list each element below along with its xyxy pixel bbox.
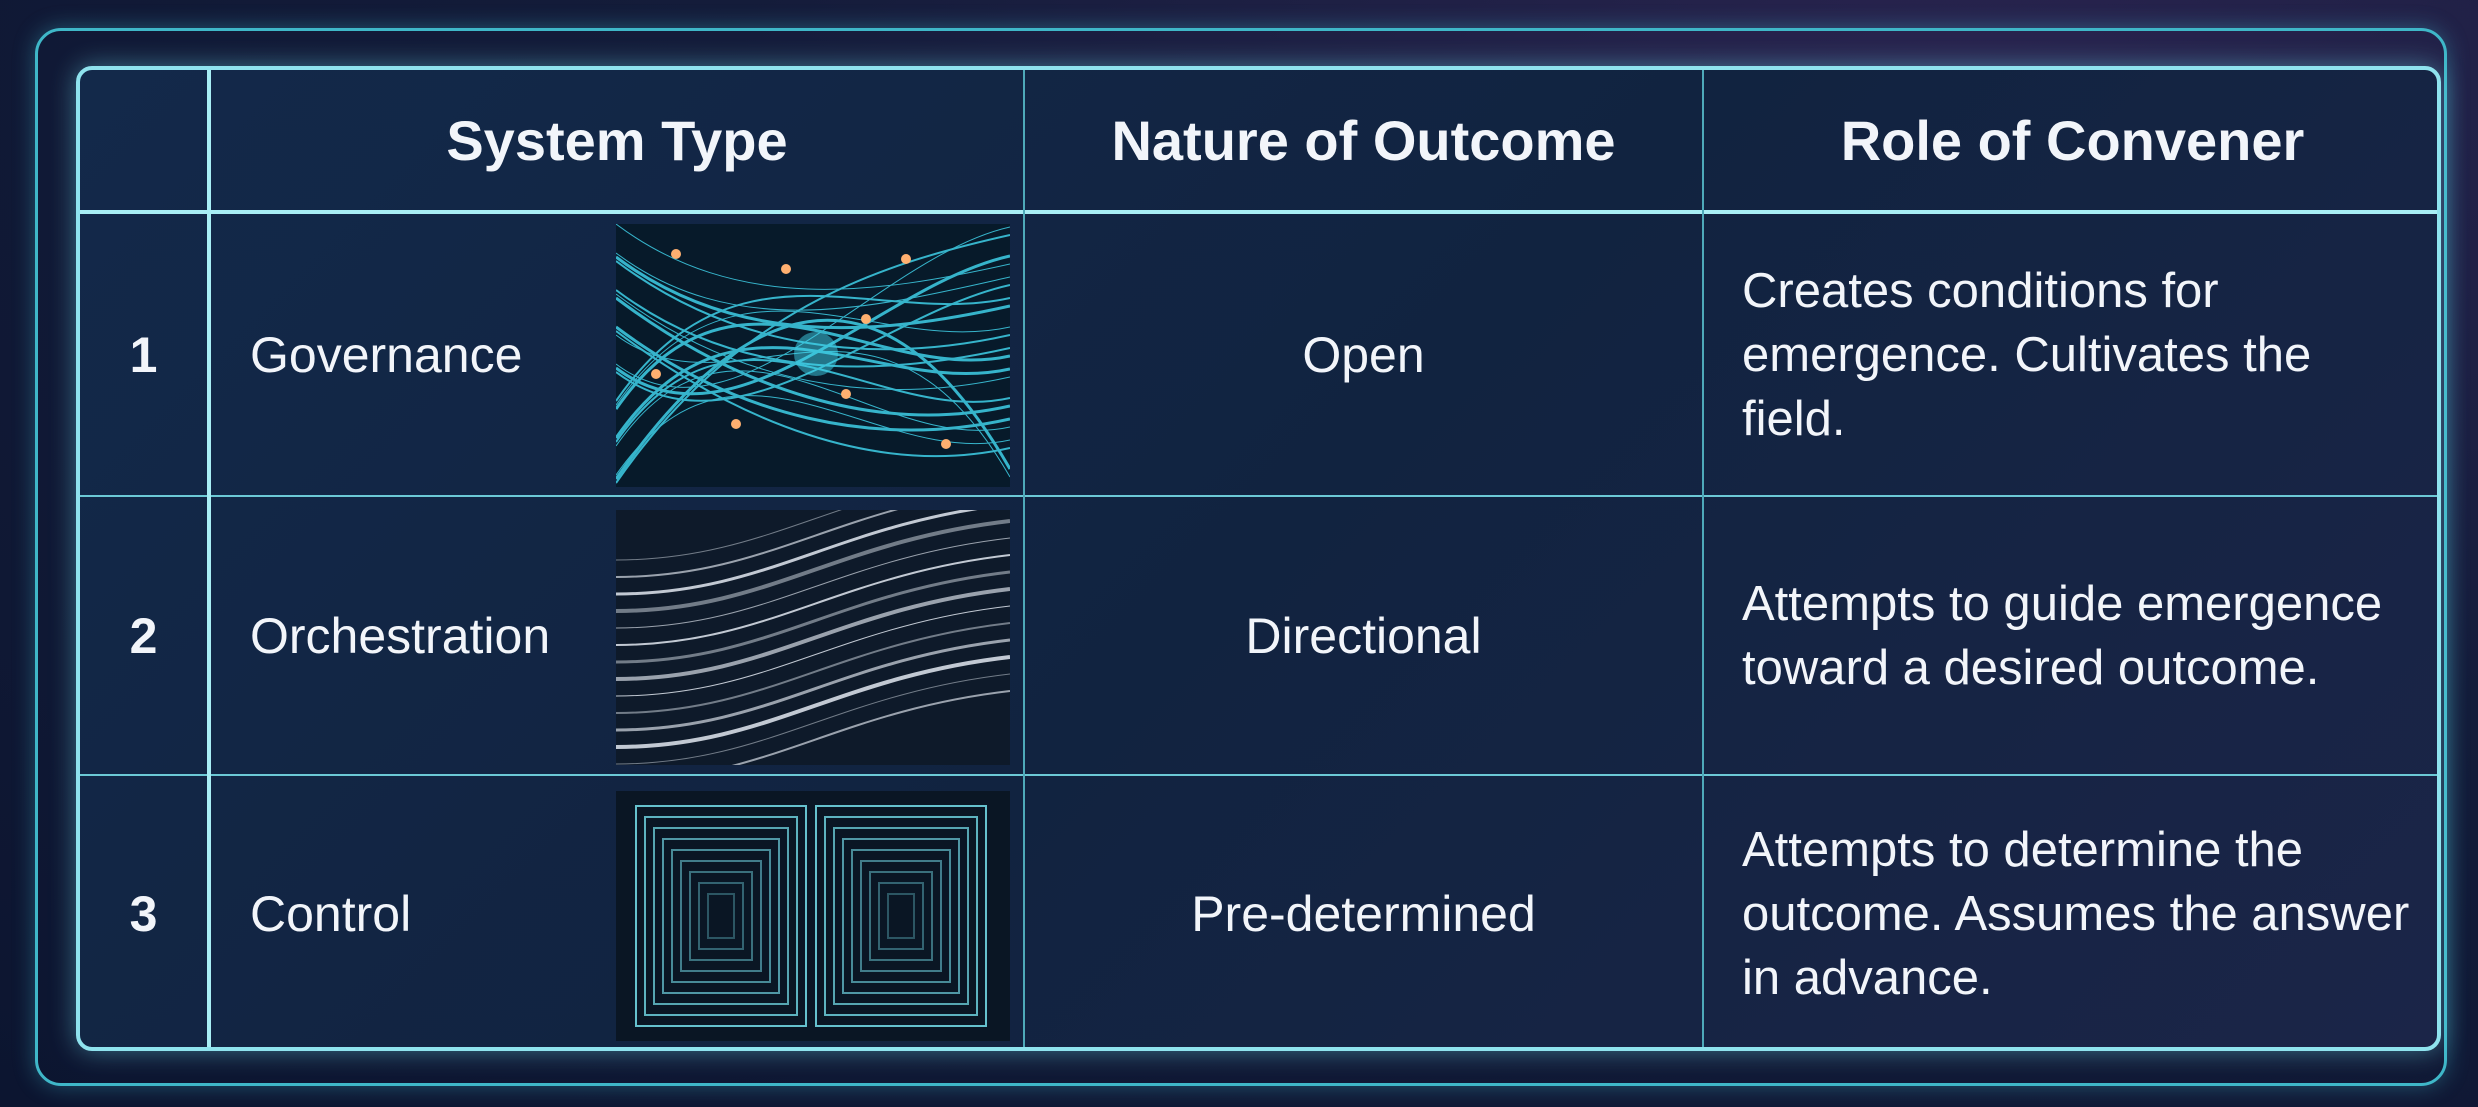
decor — [616, 296, 1010, 417]
grid-pattern-image — [616, 791, 1010, 1041]
decor — [616, 673, 1010, 765]
decor — [616, 537, 1010, 629]
decor — [616, 318, 1010, 480]
outer-frame — [35, 28, 2447, 1086]
decor — [616, 325, 1010, 432]
header-cell: Role of Convener — [1840, 108, 2305, 172]
nature-of-outcome: Pre-determined — [1191, 885, 1536, 942]
nature-of-outcome: Open — [1302, 326, 1425, 383]
decor — [616, 622, 1010, 714]
header-cell: Nature of Outcome — [1111, 108, 1616, 172]
row-number: 3 — [129, 885, 158, 942]
decor — [616, 655, 1010, 749]
decor — [794, 332, 838, 376]
decor — [878, 882, 924, 950]
role-of-convener: Attempts to guide emergence toward a des… — [1742, 576, 2383, 695]
decor — [707, 893, 735, 939]
decor — [815, 805, 987, 1027]
decor — [698, 882, 744, 950]
decor — [861, 314, 871, 324]
decor — [869, 871, 933, 961]
decor — [616, 395, 1010, 476]
column-rule — [1702, 70, 1704, 1047]
decor — [616, 554, 1010, 646]
decor — [851, 849, 951, 983]
row-rule — [80, 774, 2437, 776]
decor — [680, 860, 762, 972]
decor — [731, 690, 1010, 765]
decor — [616, 638, 1010, 732]
decor — [841, 389, 851, 399]
decor — [731, 419, 741, 429]
system-type: Governance — [250, 326, 523, 383]
decor — [651, 369, 661, 379]
row-rule — [80, 495, 2437, 497]
decor — [662, 838, 780, 994]
decor — [616, 570, 1010, 664]
decor — [887, 893, 915, 939]
decor — [833, 827, 969, 1005]
decor — [671, 849, 771, 983]
decor — [635, 805, 807, 1027]
decor — [616, 310, 1010, 406]
decor — [860, 860, 942, 972]
decor — [616, 294, 1010, 402]
role-of-convener: Attempts to determine the outcome. Assum… — [1742, 822, 2410, 1005]
decor — [842, 838, 960, 994]
decor — [824, 816, 978, 1016]
table: System Type Nature of Outcome Role of Co… — [76, 66, 2441, 1051]
decor — [616, 510, 979, 596]
system-type: Orchestration — [250, 607, 551, 664]
decor — [616, 255, 1010, 330]
flow-lines-image — [616, 510, 1010, 765]
decor — [941, 439, 951, 449]
column-rule — [1023, 70, 1025, 1047]
decor — [616, 330, 1010, 458]
neural-network-image — [616, 224, 1010, 487]
decor — [616, 252, 1010, 311]
decor — [616, 510, 842, 561]
header-cell: System Type — [446, 108, 788, 172]
decor — [616, 510, 899, 578]
decor — [616, 519, 1010, 613]
row-number: 1 — [129, 326, 158, 383]
decor — [616, 234, 1010, 484]
column-rule — [207, 70, 211, 1047]
system-type: Control — [250, 885, 412, 942]
decor — [671, 249, 681, 259]
decor — [653, 827, 789, 1005]
decor — [616, 293, 1010, 390]
role-of-convener: Creates conditions for emergence. Cultiv… — [1742, 263, 2312, 446]
decor — [901, 254, 911, 264]
decor — [781, 264, 791, 274]
decor — [616, 605, 1010, 697]
decor — [644, 816, 798, 1016]
decor — [689, 871, 753, 961]
decor — [616, 587, 1010, 681]
header-rule — [80, 210, 2437, 214]
nature-of-outcome: Directional — [1245, 607, 1482, 664]
row-number: 2 — [129, 607, 158, 664]
